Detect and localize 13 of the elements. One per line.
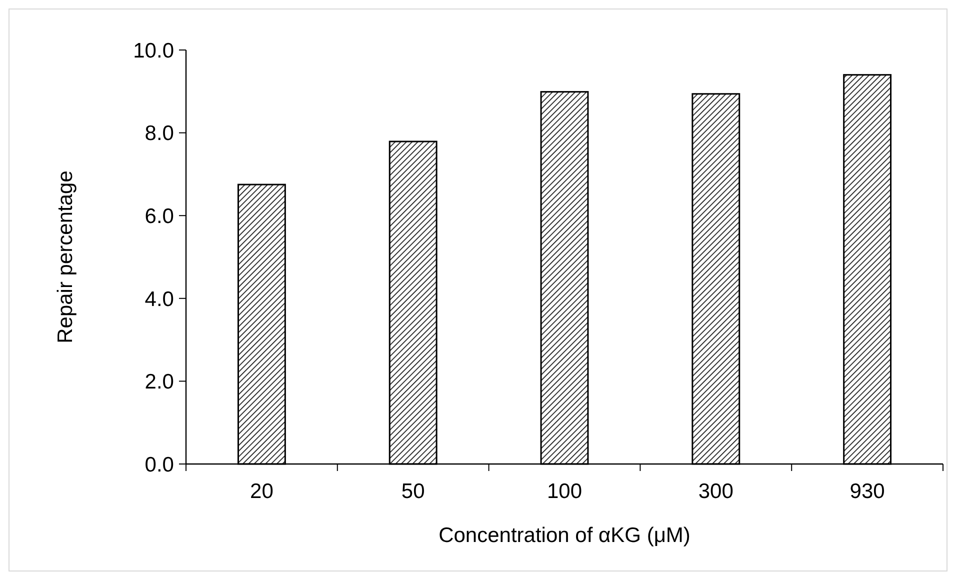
x-tick-label: 50 [401, 480, 425, 503]
y-tick-label: 10.0 [133, 39, 174, 62]
x-tick-label: 20 [250, 480, 274, 503]
y-axis-title: Repair percentage [54, 170, 77, 344]
y-tick-label: 4.0 [144, 288, 174, 311]
x-tick-label: 300 [698, 480, 734, 503]
x-tick-label: 930 [850, 480, 885, 503]
x-axis-title: Concentration of αKG (μM) [438, 524, 690, 547]
y-tick-label: 2.0 [144, 370, 174, 394]
x-tick-label: 100 [546, 480, 582, 503]
y-tick-label: 6.0 [144, 204, 174, 228]
y-tick-label: 8.0 [144, 122, 174, 146]
y-tick-label: 0.0 [144, 453, 174, 476]
